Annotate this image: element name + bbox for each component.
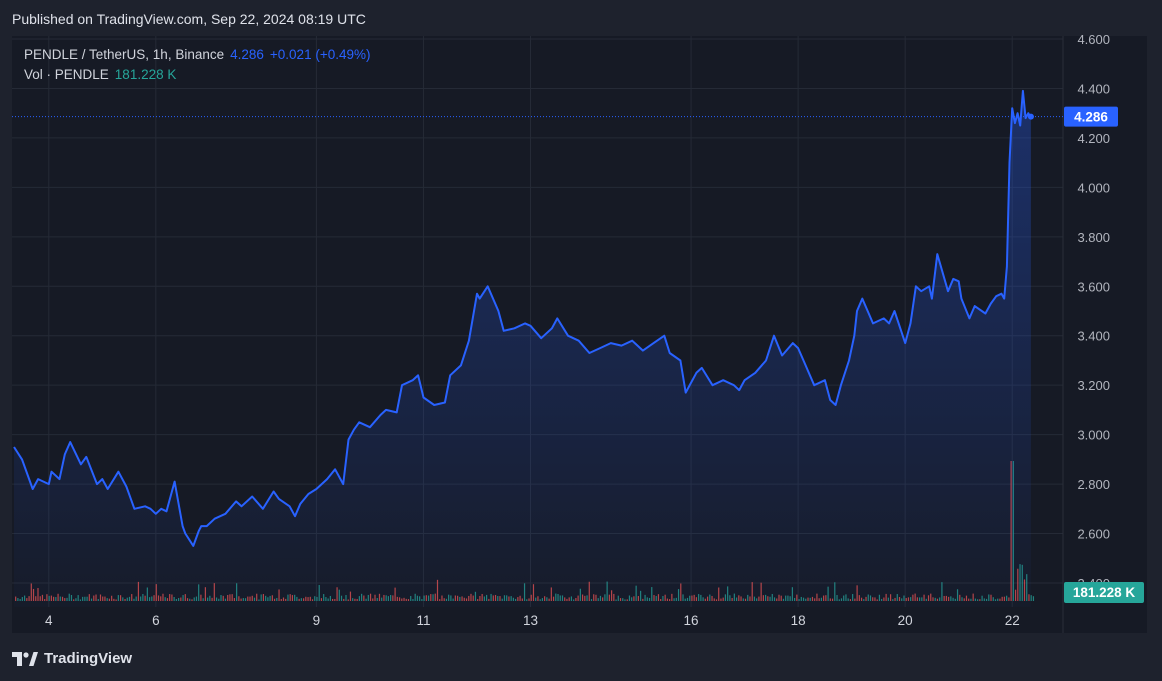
volume-bar <box>1030 595 1032 601</box>
x-tick-label: 13 <box>523 613 538 628</box>
brand-name: TradingView <box>44 650 133 667</box>
y-tick-label: 2.800 <box>1077 477 1110 492</box>
y-tick-label: 2.600 <box>1077 527 1110 542</box>
legend-price: 4.286 <box>230 47 264 62</box>
y-tick-label: 3.600 <box>1077 279 1110 294</box>
price-area-fill <box>14 90 1031 607</box>
x-tick-label: 6 <box>152 613 160 628</box>
tradingview-logo-icon <box>12 651 38 666</box>
y-tick-label: 3.800 <box>1077 230 1110 245</box>
legend-change: +0.021 (+0.49%) <box>269 47 371 62</box>
tradingview-brand[interactable]: TradingView <box>12 650 132 667</box>
legend-volume-row: Vol · PENDLE 181.228 K <box>24 65 370 85</box>
published-label: Published on TradingView.com, Sep 22, 20… <box>12 11 366 27</box>
volume-tag-label: 181.228 K <box>1073 585 1136 600</box>
x-tick-label: 11 <box>416 613 430 628</box>
y-tick-label: 3.000 <box>1077 428 1110 443</box>
y-tick-label: 3.400 <box>1077 329 1110 344</box>
x-tick-label: 9 <box>313 613 321 628</box>
x-tick-label: 20 <box>898 613 913 628</box>
y-tick-label: 4.600 <box>1077 32 1110 47</box>
x-tick-label: 16 <box>684 613 699 628</box>
price-tag-label: 4.286 <box>1074 110 1108 125</box>
last-price-dot <box>1027 113 1034 120</box>
legend-volume-label[interactable]: Vol · PENDLE <box>24 67 109 82</box>
volume-bar <box>1032 596 1035 601</box>
x-tick-label: 22 <box>1005 613 1020 628</box>
price-line[interactable] <box>13 89 1032 547</box>
x-tick-label: 18 <box>791 613 806 628</box>
price-tag <box>1064 106 1118 127</box>
legend-symbol[interactable]: PENDLE / TetherUS, 1h, Binance <box>24 47 225 62</box>
volume-tag <box>1064 582 1144 603</box>
chart-legend: PENDLE / TetherUS, 1h, Binance 4.286 +0.02… <box>24 45 370 85</box>
legend-volume-value: 181.228 K <box>114 67 177 82</box>
y-tick-label: 3.200 <box>1077 378 1110 393</box>
legend-symbol-row: PENDLE / TetherUS, 1h, Binance 4.286 +0.02… <box>24 45 370 65</box>
y-tick-label: 4.000 <box>1077 180 1110 195</box>
y-tick-label: 4.400 <box>1077 81 1110 96</box>
x-tick-label: 4 <box>45 613 53 628</box>
y-tick-label: 4.200 <box>1077 131 1110 146</box>
